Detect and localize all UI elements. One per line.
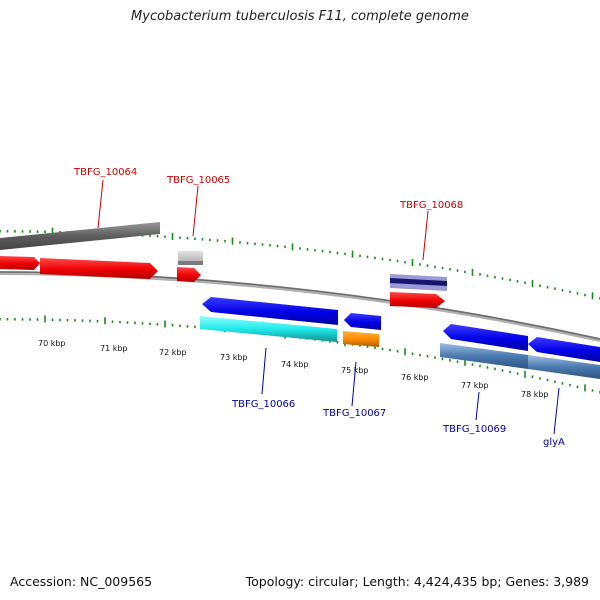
genome-title: Mycobacterium tuberculosis F11, complete… (131, 9, 469, 24)
accession-text: Accession: NC_009565 (10, 574, 153, 589)
gene-label-tbfg-10068[interactable]: TBFG_10068 (399, 200, 463, 211)
gene-label-tbfg-10067-group: TBFG_10067 (322, 361, 386, 419)
genome-summary-text: Topology: circular; Length: 4,424,435 bp… (245, 574, 589, 589)
gene-label-glya-group: glyA (543, 387, 565, 448)
gene-bar-tbfg-10067[interactable] (343, 331, 379, 347)
gene-label-tbfg-10068-group: TBFG_10068 (399, 200, 463, 261)
gene-bar-tbfg-10064[interactable] (0, 222, 160, 250)
gene-label-tbfg-10064[interactable]: TBFG_10064 (73, 167, 137, 178)
cds-arrow-tbfg-10067[interactable] (344, 313, 381, 330)
cds-arrow-tbfg-10069[interactable] (443, 324, 528, 351)
tick-label-71: 71 kbp (100, 344, 128, 353)
cds-arrow-forward-1[interactable] (0, 256, 40, 270)
gene-bar-tbfg-10069[interactable] (440, 343, 528, 369)
cds-arrow-tbfg-10064[interactable] (40, 258, 158, 279)
tick-label-73: 73 kbp (220, 353, 248, 362)
tick-label-72: 72 kbp (159, 348, 187, 357)
tick-label-78: 78 kbp (521, 390, 549, 399)
tick-label-77: 77 kbp (461, 381, 489, 390)
gene-label-tbfg-10069[interactable]: TBFG_10069 (442, 424, 506, 435)
cds-arrow-tbfg-10066[interactable] (202, 297, 338, 325)
tick-label-74: 74 kbp (281, 360, 309, 369)
gene-label-tbfg-10065[interactable]: TBFG_10065 (166, 175, 230, 186)
cds-arrow-tbfg-10068[interactable] (390, 292, 445, 308)
gene-label-tbfg-10069-group: TBFG_10069 (442, 391, 506, 435)
gene-label-tbfg-10067[interactable]: TBFG_10067 (322, 408, 386, 419)
cds-arrow-glya[interactable] (528, 337, 600, 362)
tick-label-76: 76 kbp (401, 373, 429, 382)
tick-label-70: 70 kbp (38, 339, 66, 348)
gene-label-glya[interactable]: glyA (543, 437, 565, 448)
gene-label-tbfg-10066-group: TBFG_10066 (231, 347, 295, 410)
gene-label-tbfg-10064-group: TBFG_10064 (73, 167, 137, 229)
gene-bar-glya[interactable] (528, 355, 600, 379)
gene-label-tbfg-10065-group: TBFG_10065 (166, 175, 230, 237)
gene-label-tbfg-10066[interactable]: TBFG_10066 (231, 399, 295, 410)
cds-arrow-tbfg-10065[interactable] (177, 267, 201, 282)
gene-bar-tbfg-10066[interactable] (200, 316, 337, 342)
